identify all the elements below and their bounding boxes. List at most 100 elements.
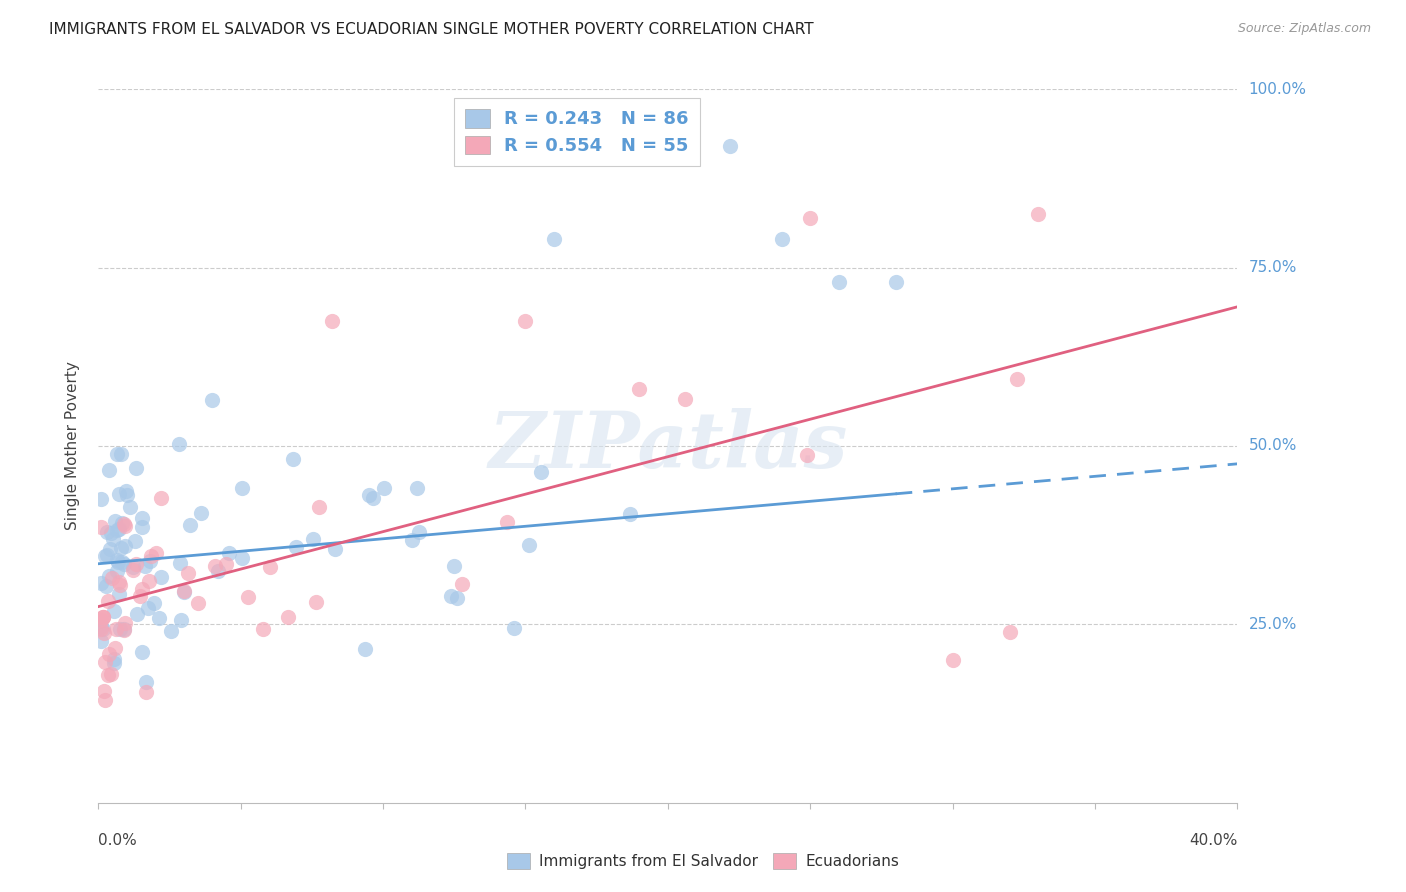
Y-axis label: Single Mother Poverty: Single Mother Poverty (65, 361, 80, 531)
Point (111, 516, 134, 531)
Point (103, 603, 125, 617)
Point (1007, 371, 1029, 385)
Point (321, 314, 343, 328)
Point (998, 624, 1021, 639)
Point (103, 640, 125, 655)
Point (107, 552, 129, 566)
Point (204, 559, 226, 574)
Point (799, 211, 821, 225)
Point (100, 525, 122, 540)
Point (112, 557, 135, 571)
Point (104, 622, 127, 636)
Point (90, 613, 112, 627)
Point (90, 520, 112, 534)
Text: 100.0%: 100.0% (1249, 82, 1306, 96)
Point (90, 619, 112, 633)
Point (281, 452, 304, 467)
Point (942, 653, 965, 667)
Point (301, 533, 323, 547)
Point (124, 534, 146, 549)
Point (190, 506, 212, 520)
Point (259, 560, 281, 574)
Point (94, 693, 117, 707)
Point (179, 517, 201, 532)
Point (117, 488, 139, 502)
Point (363, 491, 385, 506)
Point (96, 548, 118, 562)
Point (91, 622, 114, 636)
Point (104, 514, 127, 528)
Point (503, 621, 526, 635)
Point (125, 558, 148, 572)
Point (148, 611, 170, 625)
Point (543, 232, 565, 246)
Point (450, 577, 472, 591)
Point (97, 667, 120, 681)
Point (105, 564, 128, 578)
Point (169, 556, 191, 570)
Point (252, 623, 274, 637)
Point (108, 587, 131, 601)
Point (103, 652, 125, 666)
Point (98, 569, 121, 583)
Point (141, 549, 163, 563)
Point (357, 488, 380, 502)
Point (108, 487, 131, 501)
Point (160, 624, 183, 638)
Point (519, 537, 541, 551)
Point (91, 610, 114, 624)
Point (207, 565, 229, 579)
Point (94, 549, 117, 564)
Point (201, 392, 224, 407)
Point (496, 515, 519, 529)
Point (236, 590, 259, 604)
Point (443, 558, 465, 573)
Point (231, 551, 253, 566)
Point (127, 607, 149, 621)
Point (90, 622, 112, 636)
Point (105, 523, 128, 537)
Point (94, 656, 117, 670)
Point (90, 492, 112, 507)
Point (439, 589, 461, 603)
Point (110, 447, 132, 461)
Point (149, 570, 172, 584)
Point (105, 447, 128, 461)
Point (138, 601, 160, 615)
Point (110, 541, 132, 555)
Point (308, 500, 330, 514)
Point (97, 648, 120, 662)
Point (93, 626, 115, 640)
Point (134, 558, 156, 573)
Text: 0.0%: 0.0% (98, 833, 138, 848)
Point (139, 554, 162, 568)
Text: IMMIGRANTS FROM EL SALVADOR VS ECUADORIAN SINGLE MOTHER POVERTY CORRELATION CHAR: IMMIGRANTS FROM EL SALVADOR VS ECUADORIA… (49, 22, 814, 37)
Point (131, 645, 153, 659)
Point (284, 540, 307, 554)
Point (169, 613, 191, 627)
Point (173, 585, 195, 599)
Point (98, 463, 121, 477)
Point (114, 539, 136, 553)
Point (135, 685, 157, 699)
Point (796, 448, 818, 462)
Point (446, 591, 468, 605)
Point (401, 533, 423, 548)
Point (108, 578, 131, 592)
Point (103, 532, 125, 546)
Point (828, 275, 851, 289)
Point (97, 593, 120, 607)
Point (131, 519, 153, 533)
Point (114, 519, 136, 533)
Point (122, 563, 145, 577)
Point (515, 314, 537, 328)
Point (107, 555, 129, 569)
Point (91, 609, 114, 624)
Point (770, 232, 793, 246)
Point (187, 597, 209, 611)
Point (135, 674, 157, 689)
Point (173, 583, 195, 598)
Point (131, 511, 153, 525)
Point (112, 622, 135, 636)
Point (131, 582, 153, 597)
